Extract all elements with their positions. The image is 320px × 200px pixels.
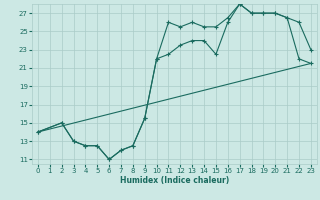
X-axis label: Humidex (Indice chaleur): Humidex (Indice chaleur) xyxy=(120,176,229,185)
